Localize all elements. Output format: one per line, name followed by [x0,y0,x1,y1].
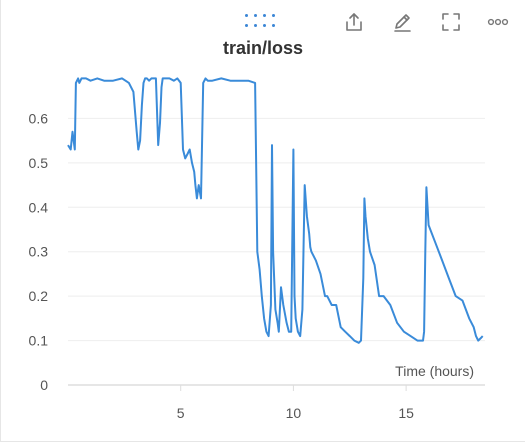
x-tick-label: 15 [398,405,414,421]
x-axis-title: Time (hours) [395,363,474,379]
x-tick-label: 5 [177,405,185,421]
y-tick-label: 0.5 [29,155,49,171]
more-horizontal-icon[interactable] [484,8,512,36]
chart-title: train/loss [222,38,304,58]
pencil-icon[interactable] [388,8,416,36]
share-upload-icon[interactable] [340,8,368,36]
y-tick-label: 0.1 [29,333,49,349]
y-tick-label: 0.4 [29,199,49,215]
y-tick-label: 0.2 [29,288,49,304]
y-tick-label: 0.6 [29,110,49,126]
x-axis-ticks: 5 10 15 [177,385,414,421]
y-axis-ticks: 0 0.1 0.2 0.3 0.4 0.5 0.6 [29,110,49,393]
y-tick-label: 0.3 [29,244,49,260]
drag-handle-icon[interactable] [245,14,285,28]
series-line [67,77,484,344]
fullscreen-icon[interactable] [437,8,465,36]
series-group [67,77,484,344]
gridlines [68,117,485,342]
x-tick-label: 10 [286,405,302,421]
y-tick-label: 0 [40,377,48,393]
